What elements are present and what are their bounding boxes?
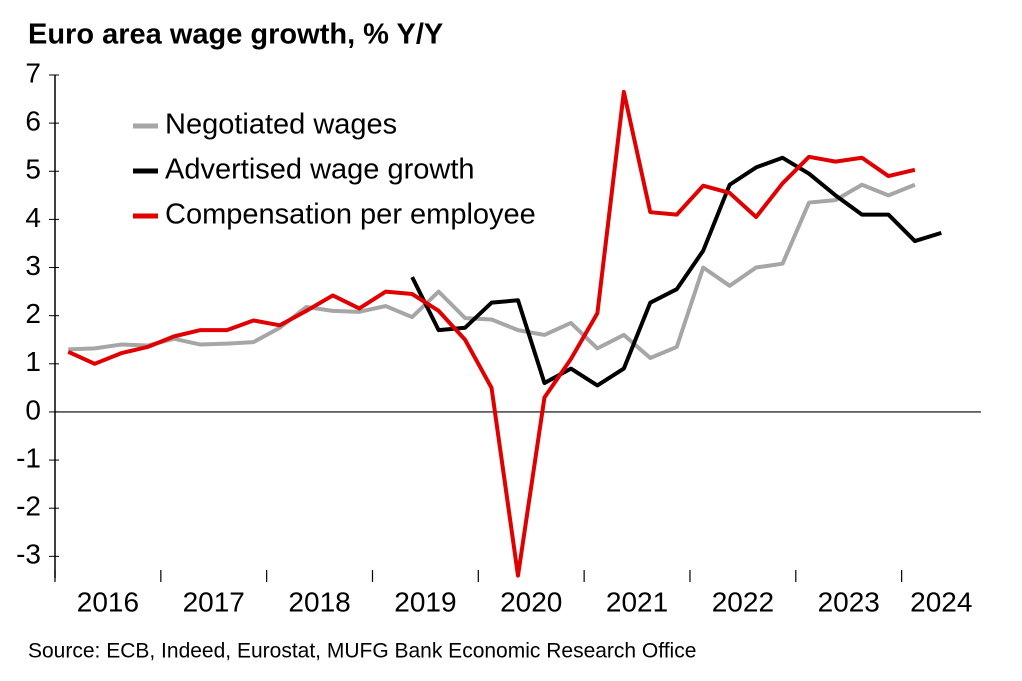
x-tick-label: 2024 (910, 586, 972, 617)
x-tick-label: 2021 (606, 586, 668, 617)
chart-title: Euro area wage growth, % Y/Y (28, 19, 443, 51)
series-line (68, 182, 916, 361)
y-tick-label: -1 (16, 442, 41, 473)
y-tick-label: 3 (25, 250, 41, 281)
legend-label: Compensation per employee (165, 199, 536, 231)
x-tick-label: 2023 (818, 586, 880, 617)
legend-label: Negotiated wages (165, 109, 397, 141)
y-tick-label: -2 (16, 491, 41, 522)
series-line (410, 155, 942, 388)
x-tick-label: 2016 (77, 586, 139, 617)
y-tick-label: 6 (25, 106, 41, 137)
x-tick-label: 2019 (394, 586, 456, 617)
y-tick-label: 1 (25, 346, 41, 377)
x-tick-label: 2022 (712, 586, 774, 617)
y-tick-label: 5 (25, 154, 41, 185)
x-tick-label: 2020 (500, 586, 562, 617)
source-note: Source: ECB, Indeed, Eurostat, MUFG Bank… (28, 640, 696, 663)
y-tick-label: 4 (25, 202, 41, 233)
series-line (67, 89, 916, 578)
y-tick-label: -3 (16, 539, 41, 570)
x-tick-label: 2017 (183, 586, 245, 617)
y-tick-label: 7 (25, 57, 41, 88)
legend-label: Advertised wage growth (165, 154, 475, 186)
y-tick-label: 0 (25, 394, 41, 425)
y-tick-label: 2 (25, 298, 41, 329)
x-tick-label: 2018 (288, 586, 350, 617)
